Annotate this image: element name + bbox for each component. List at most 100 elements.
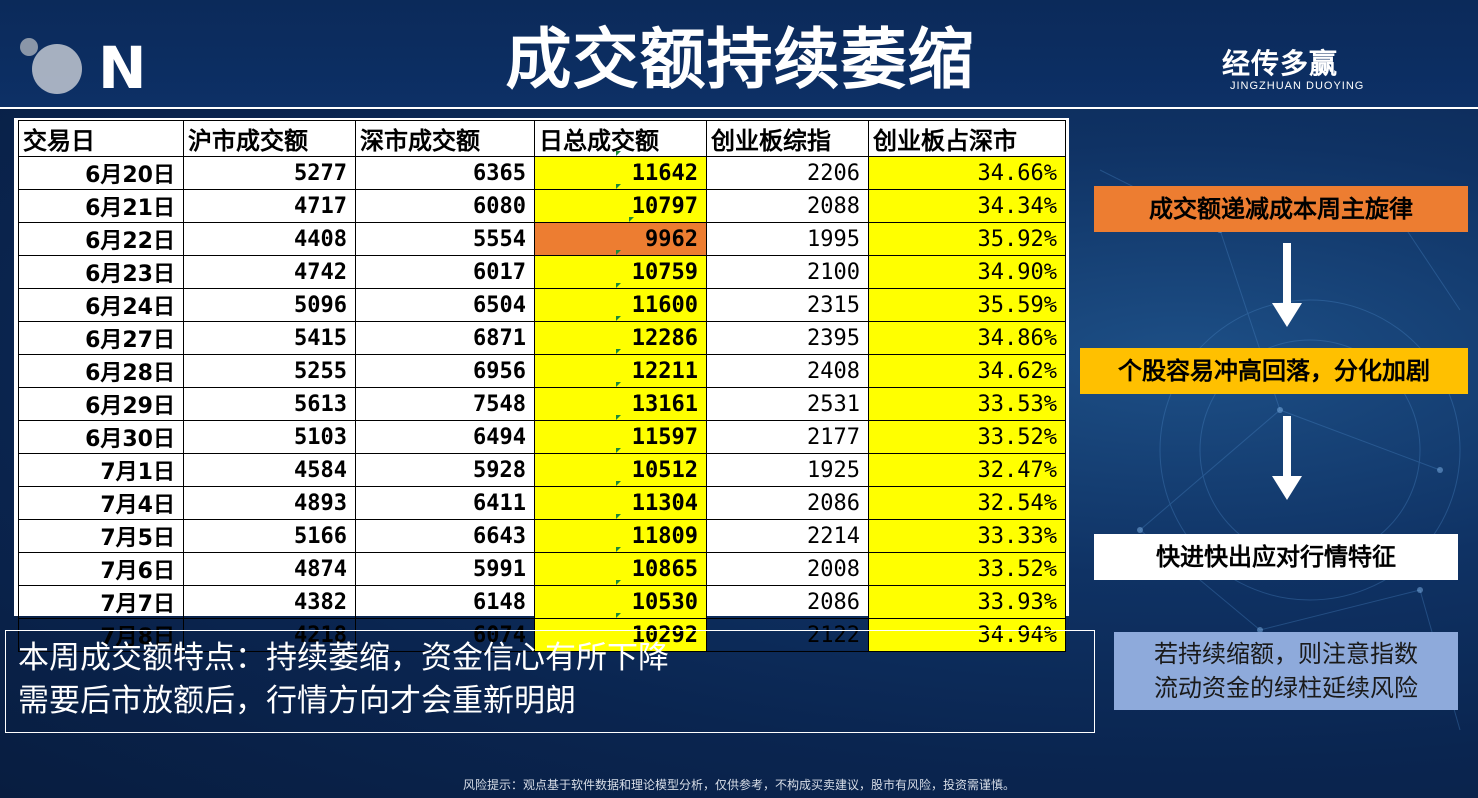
side-note-line-2: 流动资金的绿柱延续风险 (1154, 674, 1418, 702)
header-divider (0, 107, 1478, 109)
cell-chinext-share: 33.52% (868, 552, 1066, 586)
cell-date: 6月30日 (18, 420, 184, 454)
brand-name-cn: 经传多赢 (1222, 47, 1339, 80)
cell-sz-turnover: 5928 (355, 453, 535, 487)
logo-letter: N (98, 34, 147, 102)
cell-total-turnover: 10292 (534, 618, 707, 652)
cell-chinext-index: 2315 (706, 288, 869, 322)
cell-chinext-share: 34.86% (868, 321, 1066, 355)
cell-chinext-index: 1925 (706, 453, 869, 487)
cell-chinext-share: 33.53% (868, 387, 1066, 421)
cell-date: 7月6日 (18, 552, 184, 586)
cell-total-turnover: 10759 (534, 255, 707, 289)
cell-sh-turnover: 4874 (183, 552, 356, 586)
cell-chinext-share: 33.33% (868, 519, 1066, 553)
cell-sz-turnover: 6148 (355, 585, 535, 619)
cell-sz-turnover: 6365 (355, 156, 535, 190)
cell-sz-turnover: 6956 (355, 354, 535, 388)
turnover-table-container: 交易日 沪市成交额 深市成交额 日总成交额 创业板综指 创业板占深市 6月20日… (14, 118, 1069, 652)
summary-note-box: 本周成交额特点：持续萎缩，资金信心有所下降 需要后市放额后，行情方向才会重新明朗 (5, 630, 1095, 733)
down-arrow-icon (1272, 243, 1302, 327)
cell-sh-turnover: 5277 (183, 156, 356, 190)
cell-sh-turnover: 5166 (183, 519, 356, 553)
table-row: 6月29日 5613 7548 13161 2531 33.53% (18, 387, 1066, 421)
cell-chinext-index: 2100 (706, 255, 869, 289)
cell-chinext-share: 33.52% (868, 420, 1066, 454)
table-body: 6月20日 5277 6365 11642 2206 34.66% 6月21日 4717 608… (18, 156, 1066, 652)
cell-chinext-share: 34.34% (868, 189, 1066, 223)
cell-date: 6月21日 (18, 189, 184, 223)
cell-sh-turnover: 5613 (183, 387, 356, 421)
cell-chinext-index: 2531 (706, 387, 869, 421)
cell-total-turnover: 10530 (534, 585, 707, 619)
cell-chinext-share: 34.62% (868, 354, 1066, 388)
cell-total-turnover: 10797 (534, 189, 707, 223)
cell-chinext-share: 34.66% (868, 156, 1066, 190)
flow-step-1: 成交额递减成本周主旋律 (1094, 186, 1468, 232)
table-header-row: 交易日 沪市成交额 深市成交额 日总成交额 创业板综指 创业板占深市 (18, 120, 1066, 157)
cell-sh-turnover: 4218 (183, 618, 356, 652)
cell-sz-turnover: 5991 (355, 552, 535, 586)
header-chinext-share: 创业板占深市 (868, 120, 1066, 157)
cell-sh-turnover: 5415 (183, 321, 356, 355)
cell-chinext-share: 34.90% (868, 255, 1066, 289)
cell-sz-turnover: 6074 (355, 618, 535, 652)
cell-sz-turnover: 7548 (355, 387, 535, 421)
company-logo: N (20, 38, 160, 98)
flow-step-3: 快进快出应对行情特征 (1094, 534, 1458, 580)
page-title: 成交额持续萎缩 (505, 21, 975, 98)
cell-chinext-share: 32.54% (868, 486, 1066, 520)
cell-chinext-index: 2206 (706, 156, 869, 190)
cell-sz-turnover: 6494 (355, 420, 535, 454)
table-row: 6月21日 4717 6080 10797 2088 34.34% (18, 189, 1066, 223)
cell-sz-turnover: 6643 (355, 519, 535, 553)
cell-sz-turnover: 6871 (355, 321, 535, 355)
cell-total-turnover: 9962 (534, 222, 707, 256)
risk-side-note: 若持续缩额，则注意指数 流动资金的绿柱延续风险 (1114, 632, 1458, 710)
cell-chinext-share: 33.93% (868, 585, 1066, 619)
cell-sh-turnover: 4893 (183, 486, 356, 520)
cell-chinext-share: 32.47% (868, 453, 1066, 487)
cell-sh-turnover: 4408 (183, 222, 356, 256)
cell-date: 6月24日 (18, 288, 184, 322)
table-row: 6月30日 5103 6494 11597 2177 33.52% (18, 420, 1066, 454)
cell-chinext-index: 2122 (706, 618, 869, 652)
cell-date: 7月8日 (18, 618, 184, 652)
table-row: 6月28日 5255 6956 12211 2408 34.62% (18, 354, 1066, 388)
cell-sh-turnover: 4717 (183, 189, 356, 223)
cell-date: 7月7日 (18, 585, 184, 619)
brand-name-en: JINGZHUAN DUOYING (1230, 80, 1365, 92)
cell-chinext-share: 35.59% (868, 288, 1066, 322)
cell-date: 6月20日 (18, 156, 184, 190)
cell-date: 6月23日 (18, 255, 184, 289)
side-note-line-1: 若持续缩额，则注意指数 (1154, 640, 1418, 668)
cell-chinext-index: 2086 (706, 585, 869, 619)
table-row: 6月20日 5277 6365 11642 2206 34.66% (18, 156, 1066, 190)
cell-chinext-index: 2008 (706, 552, 869, 586)
brand-logo: 经传多赢 JINGZHUAN DUOYING (1222, 47, 1392, 93)
table-row: 6月23日 4742 6017 10759 2100 34.90% (18, 255, 1066, 289)
cell-chinext-index: 1995 (706, 222, 869, 256)
cell-sh-turnover: 4584 (183, 453, 356, 487)
header-sz-turnover: 深市成交额 (355, 120, 535, 157)
table-row: 7月7日 4382 6148 10530 2086 33.93% (18, 585, 1066, 619)
table-row: 7月6日 4874 5991 10865 2008 33.52% (18, 552, 1066, 586)
cell-sz-turnover: 6017 (355, 255, 535, 289)
down-arrow-icon (1272, 416, 1302, 500)
table-row: 7月4日 4893 6411 11304 2086 32.54% (18, 486, 1066, 520)
logo-large-dot (32, 44, 82, 94)
cell-chinext-index: 2086 (706, 486, 869, 520)
cell-sz-turnover: 6411 (355, 486, 535, 520)
cell-date: 6月28日 (18, 354, 184, 388)
turnover-table: 交易日 沪市成交额 深市成交额 日总成交额 创业板综指 创业板占深市 6月20日… (18, 120, 1066, 652)
cell-date: 6月29日 (18, 387, 184, 421)
cell-chinext-index: 2408 (706, 354, 869, 388)
cell-sh-turnover: 5255 (183, 354, 356, 388)
cell-sh-turnover: 4742 (183, 255, 356, 289)
flow-step-2: 个股容易冲高回落，分化加剧 (1080, 348, 1468, 394)
table-row: 6月27日 5415 6871 12286 2395 34.86% (18, 321, 1066, 355)
cell-date: 7月5日 (18, 519, 184, 553)
summary-line-2: 需要后市放额后，行情方向才会重新明朗 (18, 683, 576, 719)
cell-sz-turnover: 6080 (355, 189, 535, 223)
cell-date: 6月27日 (18, 321, 184, 355)
